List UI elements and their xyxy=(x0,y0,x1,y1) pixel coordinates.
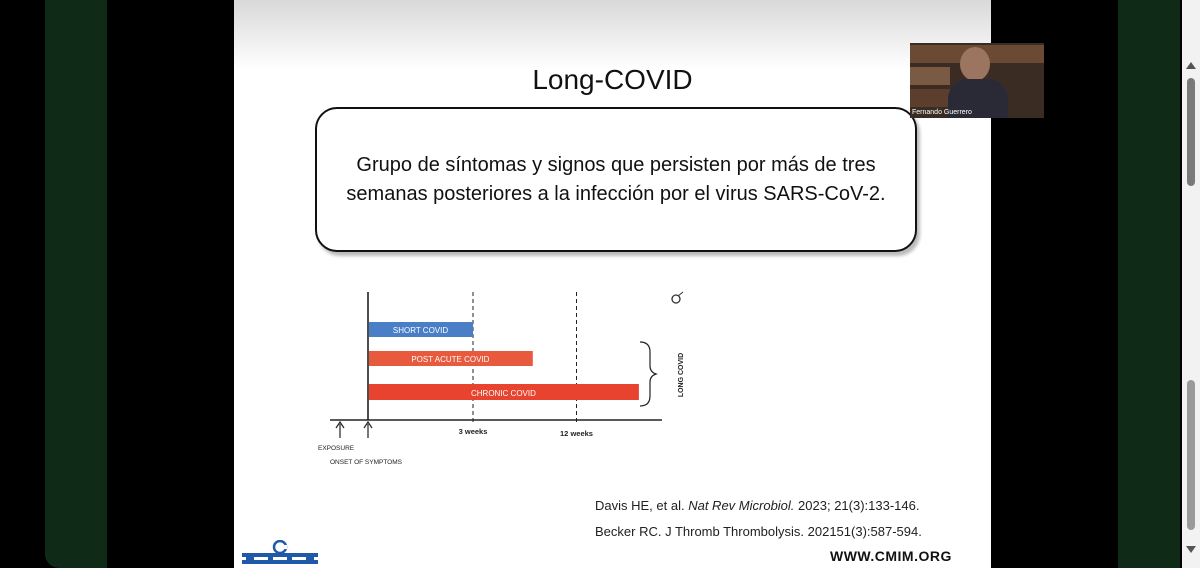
bar-label-post-acute-covid: POST ACUTE COVID xyxy=(411,355,489,364)
left-panel xyxy=(45,0,107,568)
references: Davis HE, et al. Nat Rev Microbiol. 2023… xyxy=(595,498,985,550)
marker-label-3-weeks: 3 weeks xyxy=(459,427,488,436)
scroll-up-icon[interactable] xyxy=(1186,62,1196,69)
reference-1-journal: Nat Rev Microbiol. xyxy=(688,498,795,513)
marker-label-12-weeks: 12 weeks xyxy=(560,429,593,438)
reference-1: Davis HE, et al. Nat Rev Microbiol. 2023… xyxy=(595,498,985,513)
definition-box: Grupo de síntomas y signos que persisten… xyxy=(315,107,917,252)
video-bookshelf-low xyxy=(910,89,950,107)
reference-1-authors: Davis HE, et al. xyxy=(595,498,685,513)
slide-title: Long-COVID xyxy=(532,64,693,95)
slide-header-gradient xyxy=(234,0,991,70)
exposure-label: EXPOSURE xyxy=(318,445,355,452)
onset-arrow-head xyxy=(363,420,373,429)
long-covid-bracket xyxy=(639,341,658,407)
onset-label: ONSET OF SYMPTOMS xyxy=(330,459,403,466)
right-panel xyxy=(1118,0,1180,568)
reference-2: Becker RC. J Thromb Thrombolysis. 202151… xyxy=(595,524,922,539)
bar-short-covid xyxy=(369,322,473,337)
video-person-head xyxy=(960,47,990,81)
bar-label-chronic-covid: CHRONIC COVID xyxy=(471,389,536,398)
scrollbar-thumb-bottom[interactable] xyxy=(1187,380,1195,530)
bar-chronic-covid xyxy=(369,384,639,400)
website-url: WWW.CMIM.ORG xyxy=(830,548,952,564)
video-person-body xyxy=(948,79,1008,118)
exposure-arrow-head xyxy=(335,420,345,429)
scroll-down-icon[interactable] xyxy=(1186,546,1196,553)
video-bookshelf-mid xyxy=(910,67,950,85)
pin-icon-tail xyxy=(677,291,684,297)
definition-text: Grupo de síntomas y signos que persisten… xyxy=(329,151,904,209)
pin-icon xyxy=(671,294,681,304)
speaker-video-thumbnail[interactable]: Fernando Guerrero xyxy=(910,43,1044,118)
long-covid-timeline-chart: SHORT COVID POST ACUTE COVID CHRONIC COV… xyxy=(318,291,685,466)
definition-line-1: Grupo de síntomas y signos que persisten… xyxy=(356,153,876,176)
speaker-name: Fernando Guerrero xyxy=(912,109,972,116)
scrollbar-thumb-top[interactable] xyxy=(1187,78,1195,186)
scrollbar[interactable] xyxy=(1182,0,1200,568)
cmim-logo-icon xyxy=(242,540,318,564)
reference-1-detail: 2023; 21(3):133-146. xyxy=(798,498,920,513)
bar-post-acute-covid xyxy=(369,351,533,366)
bar-label-short-covid: SHORT COVID xyxy=(393,326,448,335)
long-covid-label: LONG COVID xyxy=(678,353,685,397)
definition-line-2: semanas posteriores a la infección por e… xyxy=(346,182,886,205)
presentation-slide: Long-COVID Grupo de síntomas y signos qu… xyxy=(234,0,991,568)
